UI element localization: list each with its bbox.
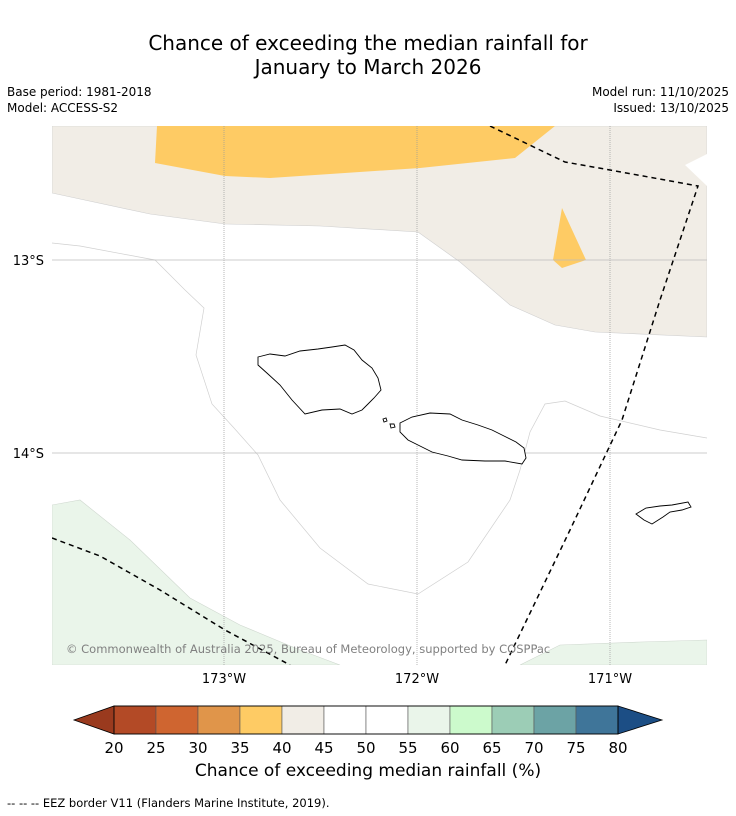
colorbar-segment xyxy=(575,705,619,735)
colorbar-over-arrow xyxy=(617,705,664,735)
colorbar-segment xyxy=(449,705,493,735)
colorbar-segment xyxy=(197,705,241,735)
colorbar-tick-label: 35 xyxy=(230,739,249,757)
manono-islet xyxy=(382,417,388,423)
lat-label-14s: 14°S xyxy=(13,447,44,462)
colorbar-tick-label: 75 xyxy=(566,739,585,757)
eez-border xyxy=(489,126,699,665)
colorbar-tick-label: 40 xyxy=(272,739,291,757)
graticule xyxy=(52,126,707,665)
colorbar-segment xyxy=(365,705,409,735)
colorbar-tick-label: 25 xyxy=(146,739,165,757)
colorbar-tick-label: 30 xyxy=(188,739,207,757)
orange-region xyxy=(155,126,555,178)
colorbar: 20 25 30 35 40 45 50 55 60 65 70 75 80 xyxy=(72,705,664,757)
green-region-southeast xyxy=(519,639,707,665)
colorbar-tick-label: 80 xyxy=(608,739,627,757)
colorbar-tick-label: 65 xyxy=(482,739,501,757)
orange-small-region xyxy=(553,208,586,268)
beige-region xyxy=(52,126,707,338)
colorbar-segment xyxy=(155,705,199,735)
colorbar-segment xyxy=(239,705,283,735)
lon-label-172w: 172°W xyxy=(395,672,439,687)
lon-label-173w: 173°W xyxy=(202,672,246,687)
issued-date: Issued: 13/10/2025 xyxy=(613,101,729,115)
colorbar-tick-label: 70 xyxy=(524,739,543,757)
colorbar-tick-label: 60 xyxy=(440,739,459,757)
colorbar-segment xyxy=(113,705,157,735)
savaii-island xyxy=(257,344,382,415)
tutuila-island xyxy=(635,501,692,525)
colorbar-tick-label: 50 xyxy=(356,739,375,757)
upolu-island xyxy=(399,412,527,465)
colorbar-segment xyxy=(491,705,535,735)
colorbar-segment xyxy=(533,705,577,735)
colorbar-tick-label: 55 xyxy=(398,739,417,757)
colorbar-outline xyxy=(113,705,619,735)
map-area: © Commonwealth of Australia 2025, Bureau… xyxy=(52,126,707,665)
colorbar-segment xyxy=(323,705,367,735)
model-run: Model run: 11/10/2025 xyxy=(591,85,729,99)
contour-line xyxy=(52,242,707,595)
model-name: Model: ACCESS-S2 xyxy=(7,101,119,115)
rainfall-map: © Commonwealth of Australia 2025, Bureau… xyxy=(13,126,707,757)
beige-notch xyxy=(685,154,707,186)
colorbar-segment xyxy=(407,705,451,735)
map-title-line2: January to March 2026 xyxy=(254,55,482,79)
eez-border-southwest xyxy=(52,537,291,665)
colorbar-segment xyxy=(281,705,325,735)
lat-label-13s: 13°S xyxy=(13,254,44,269)
apolima-islet xyxy=(389,423,396,429)
colorbar-tick-label: 45 xyxy=(314,739,333,757)
map-title-line1: Chance of exceeding the median rainfall … xyxy=(148,31,588,55)
eez-footnote: -- -- -- EEZ border V11 (Flanders Marine… xyxy=(7,796,330,810)
lon-label-171w: 171°W xyxy=(588,672,632,687)
copyright-note: © Commonwealth of Australia 2025, Bureau… xyxy=(66,642,550,656)
colorbar-under-arrow xyxy=(72,705,115,735)
colorbar-tick-label: 20 xyxy=(104,739,123,757)
base-period: Base period: 1981-2018 xyxy=(7,85,152,99)
green-region-southwest xyxy=(52,499,341,665)
colorbar-label: Chance of exceeding median rainfall (%) xyxy=(194,761,542,781)
